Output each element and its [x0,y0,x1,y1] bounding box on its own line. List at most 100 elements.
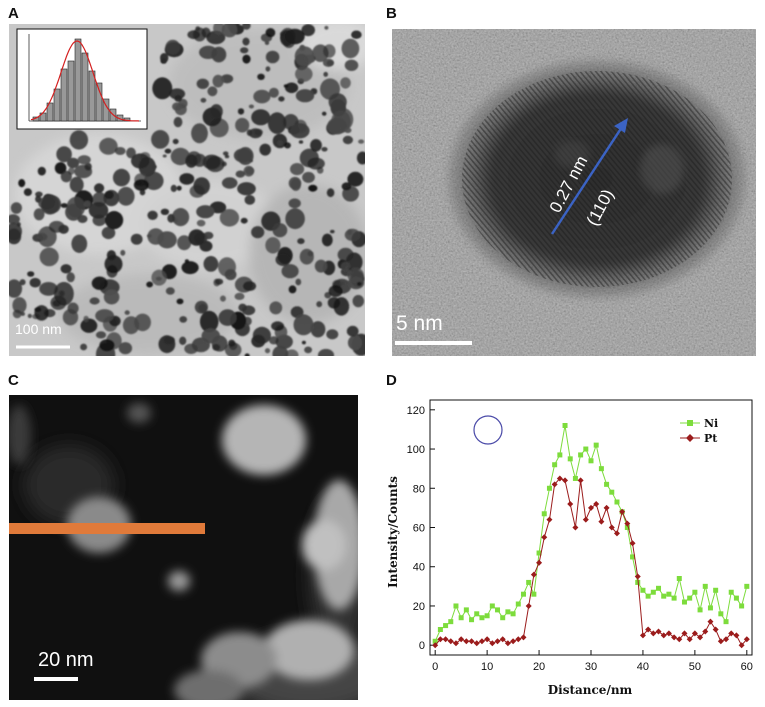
x-tick-label: 0 [432,661,438,673]
y-axis-label: Intensity/Counts [386,476,400,588]
data-point-ni [630,554,636,560]
data-point-ni [463,607,469,613]
nanoparticle [165,287,175,295]
nanoparticle [344,228,361,241]
data-point-ni [578,452,584,458]
nanoparticle [38,196,56,210]
nanoparticle [326,329,339,340]
nanoparticle [341,182,352,191]
nanoparticle [66,272,75,283]
nanoparticle [272,223,288,238]
data-point-ni [484,613,490,619]
nanoparticle [194,300,208,314]
annotation-circle [473,415,503,445]
nanoparticle [257,73,265,80]
data-point-ni [443,623,449,629]
nanoparticle [238,303,247,312]
nanoparticle [95,331,107,339]
data-point-ni [614,499,620,505]
nanoparticle [268,87,279,98]
nanoparticle [83,315,89,323]
nanoparticle [27,313,32,319]
panel-d-line-profile-chart: 0 10 20 30 40 50 60 0 20 40 60 80 100 120 Ni Pt Inten… [382,392,760,702]
panel-a-tem-image: 100 nm [9,24,365,356]
nanoparticle [172,208,190,227]
data-point-pt [691,630,698,637]
data-point-pt [484,636,491,643]
nanoparticle [207,86,218,97]
nanoparticle [242,24,251,30]
nanoparticle [269,336,279,345]
data-point-pt [598,518,605,525]
nanoparticle [265,66,271,72]
nanoparticle [179,336,187,345]
nanoparticle [199,310,219,333]
data-point-ni [458,615,464,621]
data-point-pt [634,573,641,580]
histogram-bar [95,82,103,122]
nanoparticle [176,298,184,305]
nanoparticle [60,203,68,208]
data-point-pt [619,508,626,515]
nanoparticle [342,135,353,145]
nanoparticle [89,297,100,305]
nanoparticle [131,153,150,169]
data-point-ni [448,619,454,625]
nanoparticle [220,295,226,302]
line-scan-path [9,523,205,534]
data-point-pt [463,638,470,645]
nanoparticle [191,123,208,144]
nanoparticle [320,78,340,100]
data-point-ni [515,601,521,607]
nanoparticle [34,305,49,321]
y-tick-label: 40 [413,562,425,574]
nanoparticle [346,325,359,337]
data-point-pt [468,638,475,645]
nanoparticle [228,339,236,347]
nanoparticle [326,188,335,198]
nanoparticle [352,294,365,308]
legend-ni-marker [687,420,693,426]
nanoparticle [259,143,271,156]
nanoparticle [308,184,318,192]
data-point-ni [510,611,516,617]
nanoparticle [179,316,188,323]
nanoparticle [267,112,287,134]
nanoparticle [33,208,45,221]
nanoparticle [99,137,118,155]
data-point-ni [723,619,729,625]
nanoparticle [177,235,192,251]
nanoparticle [265,28,276,38]
panel-c-letter: C [8,372,19,389]
nanoparticle [188,229,205,246]
data-point-pt [494,638,501,645]
data-point-pt [489,640,496,647]
data-point-ni [572,475,578,481]
data-point-pt [473,640,480,647]
nanoparticle [80,318,98,333]
nanoparticle [176,185,182,191]
nanoparticle [146,281,154,288]
nanoparticle [244,195,256,205]
nanoparticle [277,247,293,264]
data-point-ni [526,579,532,585]
nanoparticle [67,157,80,169]
nanoparticle [196,219,206,227]
nanoparticle [147,210,158,220]
data-point-pt [645,626,652,633]
nanoparticle [39,247,59,267]
plot-frame [429,399,753,656]
nanoparticle [347,335,362,350]
data-point-pt [655,628,662,635]
data-point-ni [707,605,713,611]
nanoparticle [264,41,270,45]
x-tick-label: 10 [481,661,493,673]
nanoparticle [185,154,198,168]
nanoparticle [344,127,352,134]
y-tick-label: 100 [407,444,425,456]
legend: Ni Pt [680,417,718,445]
nanoparticle [265,237,281,254]
nanoparticle [9,214,20,224]
data-point-ni [520,591,526,597]
nanoparticle [120,249,126,256]
